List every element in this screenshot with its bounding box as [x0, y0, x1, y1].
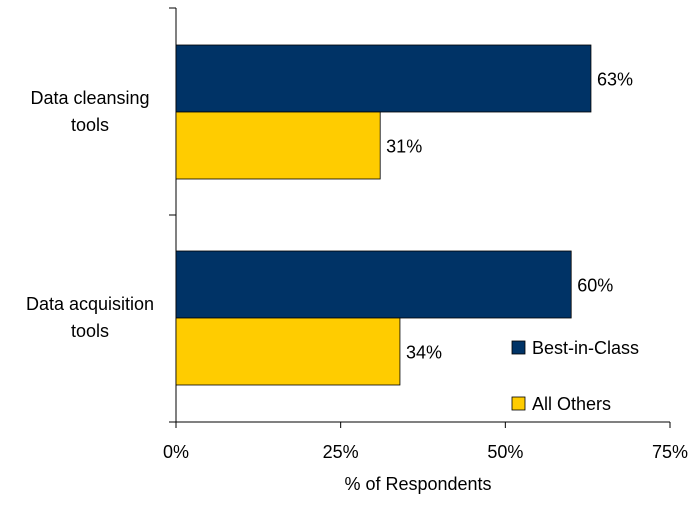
x-tick-label: 75% [652, 442, 688, 462]
data-label: 31% [386, 137, 422, 157]
category-label: Data acquisition tools [26, 294, 154, 341]
x-tick-label: 0% [163, 442, 189, 462]
bar-all-others [175, 111, 381, 180]
x-ticks: 0% 25% 50% 75% [163, 422, 688, 462]
legend: Best-in-Class All Others [511, 338, 639, 414]
bars [175, 44, 592, 386]
legend-label: Best-in-Class [532, 338, 639, 358]
x-tick-label: 25% [323, 442, 359, 462]
data-label: 63% [597, 70, 633, 90]
data-label: 34% [406, 343, 442, 363]
data-labels: 63% 31% 60% 34% [386, 70, 633, 363]
category-labels: Data cleansing tools Data acquisition tools [26, 88, 154, 341]
legend-label: All Others [532, 394, 611, 414]
legend-swatch [511, 396, 526, 411]
category-label: Data cleansing tools [30, 88, 149, 135]
data-label: 60% [577, 276, 613, 296]
legend-swatch [511, 340, 526, 355]
bar-all-others [175, 317, 401, 386]
bar-best-in-class [175, 250, 572, 319]
x-axis-title: % of Respondents [344, 474, 491, 494]
x-tick-label: 50% [487, 442, 523, 462]
bar-best-in-class [175, 44, 592, 113]
